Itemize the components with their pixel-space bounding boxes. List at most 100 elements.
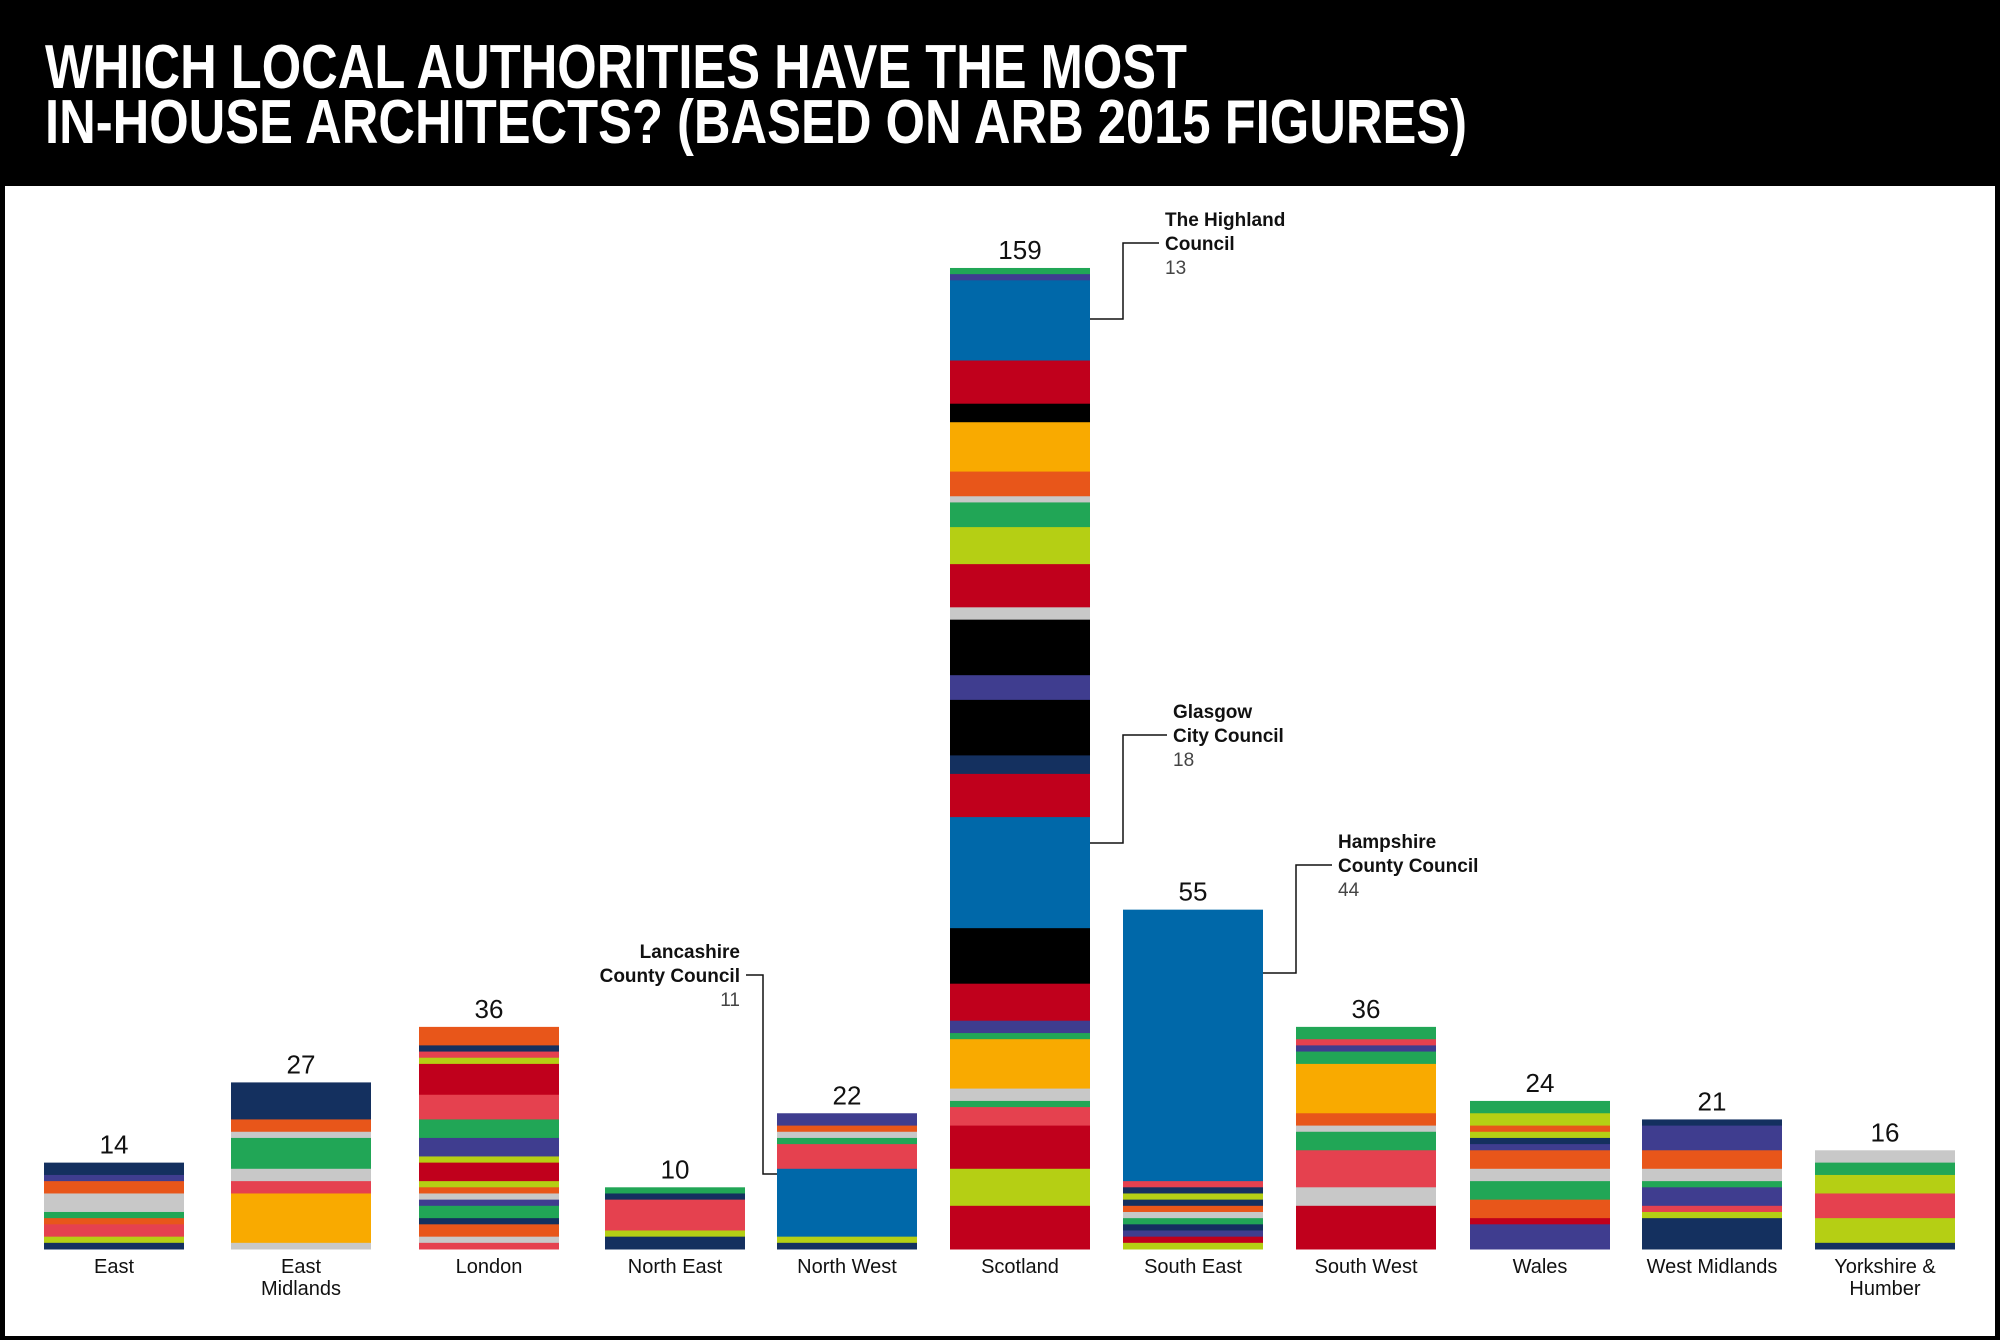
bar-segment [950,983,1090,1022]
bar-segment [950,422,1090,473]
category-label: East [94,1256,134,1278]
category-label: North West [797,1256,897,1278]
leader-line [746,974,777,1175]
category-label: Scotland [981,1256,1059,1278]
bar-segment [44,1174,184,1182]
bar-segment [1815,1162,1955,1176]
bar-segment [1815,1242,1955,1250]
bar-segment [950,817,1090,929]
bar-segment [1123,909,1263,1182]
leader-line [1090,734,1167,844]
bar-segment [950,1033,1090,1040]
bar-segment [950,502,1090,528]
bar-segment [777,1125,917,1133]
bar-segment [950,1107,1090,1127]
bar-segment [419,1057,559,1065]
bar-segment [1470,1218,1610,1225]
bar-segment [605,1199,745,1231]
bar-segment [777,1144,917,1170]
bar-east: 14 East [44,1130,184,1278]
bar-yorkshire-humber: 16 Yorkshire &Humber [1815,1117,1955,1300]
bar-segment [419,1236,559,1244]
bar-segment [1642,1181,1782,1188]
bar-segment [950,1125,1090,1170]
value-label: 22 [833,1080,862,1110]
bar-segment [1815,1150,1955,1164]
bar-segment [231,1193,371,1244]
bar-segment [231,1082,371,1120]
annotation-value: 18 [1173,750,1194,771]
annotation-value: 44 [1338,880,1360,901]
bar-segment [950,675,1090,701]
category-label: London [456,1256,523,1278]
chart-title-line-1: WHICH LOCAL AUTHORITIES HAVE THE MOST [45,33,1187,102]
bar-segment [231,1181,371,1194]
category-label: Midlands [261,1278,341,1300]
annotation-value: 13 [1165,258,1186,279]
bar-segment [950,699,1090,756]
value-label: 27 [287,1049,316,1079]
bar-segment [1296,1205,1436,1250]
annotation-the-highland-council: The Highland Council 13 [1090,210,1285,320]
bar-segment [950,403,1090,423]
bar-segment [1296,1026,1436,1040]
bar-segment [777,1168,917,1238]
bar-segment [605,1230,745,1238]
bar-segment [1470,1100,1610,1114]
bar-segment [1296,1051,1436,1065]
value-label: 16 [1871,1117,1900,1147]
bar-segment [950,267,1090,275]
bar-north-east: 10 North East [605,1154,745,1278]
annotation-name: Council [1165,234,1235,255]
bar-segment [44,1236,184,1244]
bar-segment [231,1131,371,1139]
value-label: 10 [661,1154,690,1184]
category-label: Wales [1513,1256,1568,1278]
bar-segment [605,1236,745,1250]
annotation-name: Lancashire [640,942,740,963]
bar-segment [1642,1119,1782,1127]
annotation-value: 11 [720,990,740,1011]
bar-segment [1642,1218,1782,1250]
category-label: East [281,1256,321,1278]
annotation-glasgow-city-council: Glasgow City Council 18 [1090,702,1284,844]
bar-segment [44,1181,184,1194]
bar-segment [44,1242,184,1250]
bar-segment [950,527,1090,565]
bar-segment [1815,1218,1955,1244]
bar-segment [1642,1187,1782,1207]
bar-segment [419,1063,559,1096]
annotation-name: County Council [1338,856,1478,877]
bar-segment [950,564,1090,608]
value-label: 21 [1698,1086,1727,1116]
bar-segment [950,471,1090,497]
bar-segment [950,1100,1090,1108]
bar-segment [419,1181,559,1188]
bar-segment [44,1211,184,1219]
bar-segment [1470,1224,1610,1250]
bar-south-east: 55 South East [1123,877,1263,1278]
bar-segment [777,1236,917,1244]
bar-segment [950,1020,1090,1034]
bar-segment [419,1199,559,1207]
value-label: 159 [998,235,1041,265]
bar-segment [950,274,1090,281]
bar-segment [950,607,1090,621]
bar-segment [950,928,1090,985]
bar-segment [950,773,1090,818]
bar-segment [1296,1039,1436,1046]
category-label: West Midlands [1647,1256,1778,1278]
bar-segment [950,1168,1090,1207]
bar-segment [605,1193,745,1201]
bar-segment [1470,1131,1610,1139]
bar-segment [419,1193,559,1201]
bar-segment [419,1162,559,1182]
bar-segment [1296,1131,1436,1151]
header-background [0,0,2000,186]
bar-segment [777,1113,917,1127]
bar-segment [1470,1113,1610,1127]
bar-segment [950,1205,1090,1250]
annotation-name: Glasgow [1173,702,1252,723]
